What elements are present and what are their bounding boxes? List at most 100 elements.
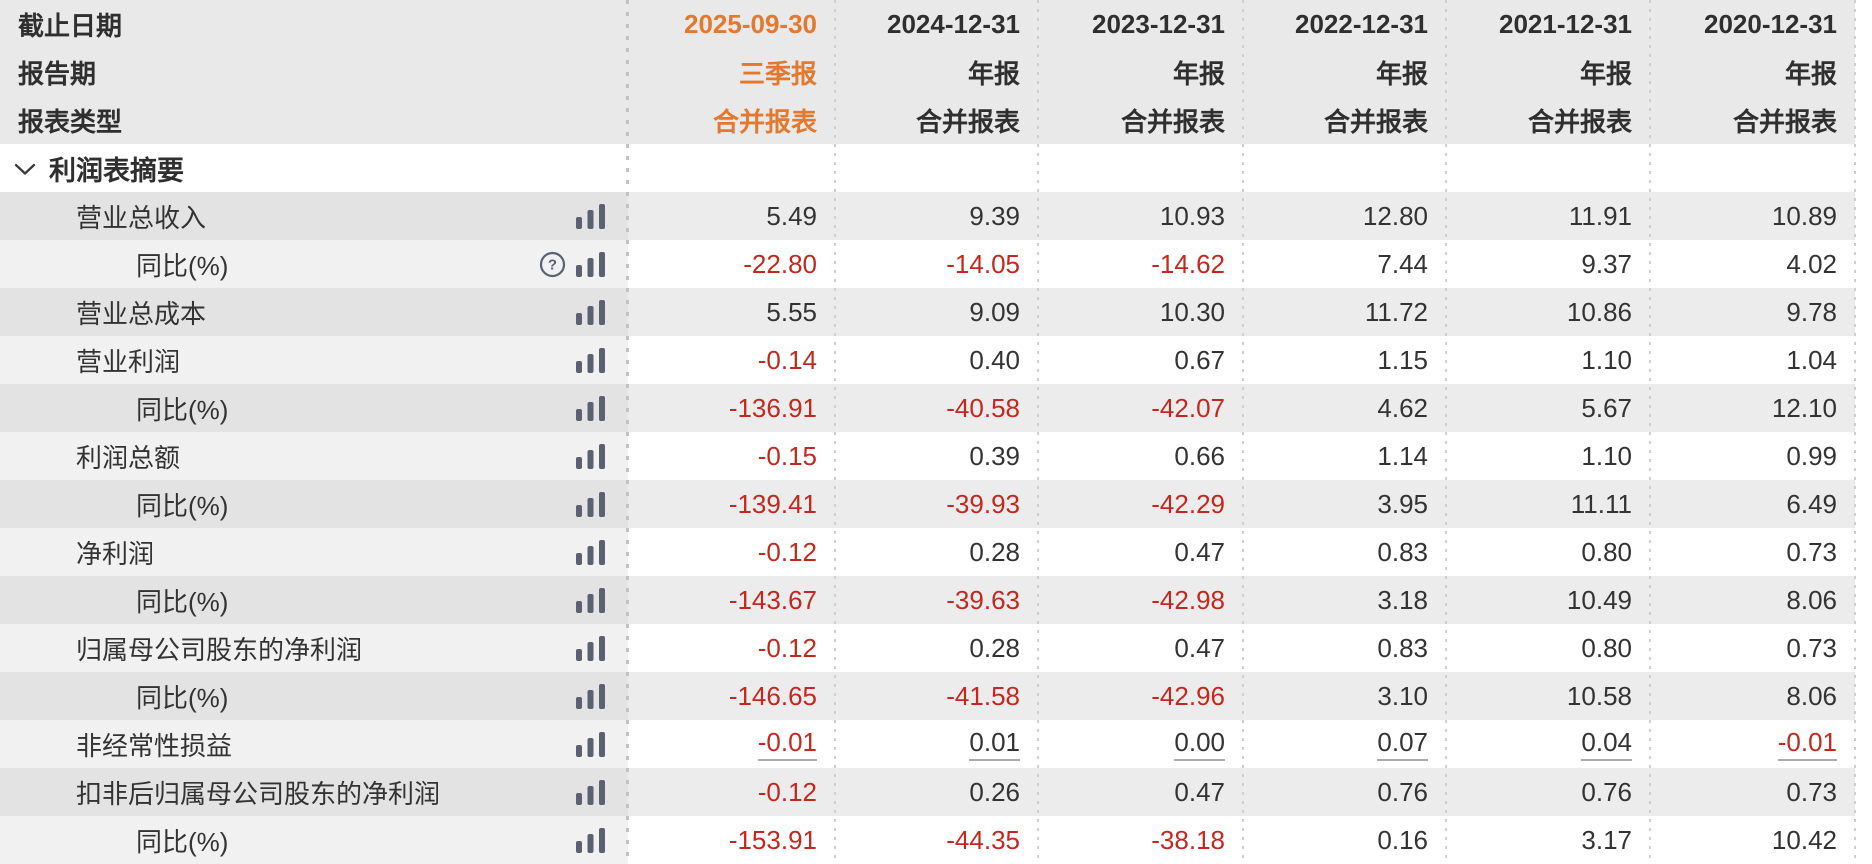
header-value-2022-12-31: 2022-12-31 (1243, 0, 1446, 48)
header-value-2020-12-31: 2020-12-31 (1650, 0, 1855, 48)
row-icons: ? (576, 347, 628, 373)
row-label: 净利润 (76, 538, 155, 569)
row-label-cell: 同比(%) ? (0, 816, 628, 864)
value-cell: 10.86 (1446, 288, 1650, 336)
underlined-value[interactable]: 0.00 (1174, 727, 1225, 761)
value-cell: 6.49 (1650, 480, 1855, 528)
value-cell: 0.76 (1243, 768, 1446, 816)
value-cell: 9.09 (835, 288, 1038, 336)
value-cell: 12.80 (1243, 192, 1446, 240)
underlined-value[interactable]: 0.07 (1377, 727, 1428, 761)
bar-chart-icon[interactable] (576, 683, 606, 709)
table-row[interactable]: 非经常性损益 ? -0.01 0.01 0.00 0.07 0.04 -0.01 (0, 720, 1872, 768)
value-cell: 0.66 (1038, 432, 1243, 480)
table-row[interactable]: 净利润 ? -0.12 0.28 0.47 0.83 0.80 0.73 (0, 528, 1872, 576)
value-cell: -42.07 (1038, 384, 1243, 432)
value-cell: -14.05 (835, 240, 1038, 288)
bar-chart-icon[interactable] (576, 539, 606, 565)
underlined-value[interactable]: 0.04 (1581, 727, 1632, 761)
value-cell: 0.76 (1446, 768, 1650, 816)
bar-chart-icon[interactable] (576, 491, 606, 517)
value-cell: -0.01 (1650, 720, 1855, 768)
row-label-cell: 营业利润 ? (0, 336, 628, 384)
bar-chart-icon[interactable] (576, 395, 606, 421)
table-row[interactable]: 扣非后归属母公司股东的净利润 ? -0.12 0.26 0.47 0.76 0.… (0, 768, 1872, 816)
bar-chart-icon[interactable] (576, 731, 606, 757)
value-cell: 11.11 (1446, 480, 1650, 528)
row-label: 同比(%) (136, 490, 229, 521)
underlined-value[interactable]: 0.01 (969, 727, 1020, 761)
value-cell: 0.39 (835, 432, 1038, 480)
value-cell: -136.91 (628, 384, 835, 432)
bar-chart-icon[interactable] (576, 347, 606, 373)
row-label: 同比(%) (136, 250, 229, 281)
value-cell: -14.62 (1038, 240, 1243, 288)
table-row[interactable]: 营业总收入 ? 5.49 9.39 10.93 12.80 11.91 10.8… (0, 192, 1872, 240)
header-value-合并报表: 合并报表 (1038, 96, 1243, 144)
value-cell: 0.16 (1243, 816, 1446, 864)
value-cell: -39.93 (835, 480, 1038, 528)
row-label-cell: 同比(%) ? (0, 240, 628, 288)
value-cell: 1.10 (1446, 336, 1650, 384)
table-row[interactable]: 同比(%) ? -146.65 -41.58 -42.96 3.10 10.58… (0, 672, 1872, 720)
value-cell: 0.00 (1038, 720, 1243, 768)
chevron-down-icon[interactable] (14, 163, 36, 176)
value-cell: -39.63 (835, 576, 1038, 624)
value-cell: 0.73 (1650, 624, 1855, 672)
table-row[interactable]: 营业总成本 ? 5.55 9.09 10.30 11.72 10.86 9.78 (0, 288, 1872, 336)
value-cell: 1.15 (1243, 336, 1446, 384)
row-label-cell: 扣非后归属母公司股东的净利润 ? (0, 768, 628, 816)
row-label-cell: 同比(%) ? (0, 672, 628, 720)
section-header-row[interactable]: 利润表摘要 (0, 144, 1872, 192)
table-row[interactable]: 同比(%) ? -153.91 -44.35 -38.18 0.16 3.17 … (0, 816, 1872, 864)
row-icons: ? (576, 395, 628, 421)
value-cell: -0.12 (628, 768, 835, 816)
value-cell: 0.26 (835, 768, 1038, 816)
value-cell: 0.80 (1446, 528, 1650, 576)
value-cell: -143.67 (628, 576, 835, 624)
row-label: 营业利润 (76, 346, 181, 377)
value-cell: 11.72 (1243, 288, 1446, 336)
row-label-cell: 营业总成本 ? (0, 288, 628, 336)
table-row[interactable]: 营业利润 ? -0.14 0.40 0.67 1.15 1.10 1.04 (0, 336, 1872, 384)
bar-chart-icon[interactable] (576, 203, 606, 229)
empty-cell (1243, 144, 1446, 192)
bar-chart-icon[interactable] (576, 827, 606, 853)
row-icons: ? (576, 683, 628, 709)
value-cell: 10.30 (1038, 288, 1243, 336)
bar-chart-icon[interactable] (576, 635, 606, 661)
table-row[interactable]: 同比(%) ? -22.80 -14.05 -14.62 7.44 9.37 4… (0, 240, 1872, 288)
bar-chart-icon[interactable] (576, 251, 606, 277)
bar-chart-icon[interactable] (576, 779, 606, 805)
section-header-cell[interactable]: 利润表摘要 (0, 144, 628, 192)
header-value-合并报表: 合并报表 (628, 96, 835, 144)
value-cell: 0.47 (1038, 624, 1243, 672)
underlined-value[interactable]: -0.01 (757, 727, 817, 761)
empty-cell (1446, 144, 1650, 192)
table-row[interactable]: 同比(%) ? -136.91 -40.58 -42.07 4.62 5.67 … (0, 384, 1872, 432)
row-label: 同比(%) (136, 394, 229, 425)
bar-chart-icon[interactable] (576, 299, 606, 325)
value-cell: 3.10 (1243, 672, 1446, 720)
table-row[interactable]: 利润总额 ? -0.15 0.39 0.66 1.14 1.10 0.99 (0, 432, 1872, 480)
value-cell: 9.39 (835, 192, 1038, 240)
header-value-2025-09-30: 2025-09-30 (628, 0, 835, 48)
value-cell: 9.78 (1650, 288, 1855, 336)
underlined-value[interactable]: -0.01 (1777, 727, 1837, 761)
table-row[interactable]: 同比(%) ? -139.41 -39.93 -42.29 3.95 11.11… (0, 480, 1872, 528)
value-cell: 1.04 (1650, 336, 1855, 384)
row-label: 利润总额 (76, 442, 181, 473)
header-value-2021-12-31: 2021-12-31 (1446, 0, 1650, 48)
bar-chart-icon[interactable] (576, 443, 606, 469)
header-value-合并报表: 合并报表 (1446, 96, 1650, 144)
value-cell: -153.91 (628, 816, 835, 864)
row-label-cell: 营业总收入 ? (0, 192, 628, 240)
header-value-合并报表: 合并报表 (835, 96, 1038, 144)
value-cell: 10.49 (1446, 576, 1650, 624)
bar-chart-icon[interactable] (576, 587, 606, 613)
help-icon[interactable]: ? (539, 251, 566, 278)
table-row[interactable]: 同比(%) ? -143.67 -39.63 -42.98 3.18 10.49… (0, 576, 1872, 624)
table-row[interactable]: 归属母公司股东的净利润 ? -0.12 0.28 0.47 0.83 0.80 … (0, 624, 1872, 672)
